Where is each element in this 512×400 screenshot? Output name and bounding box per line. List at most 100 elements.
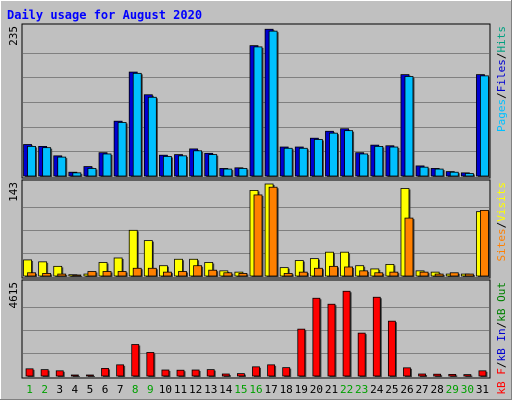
bar-files-day-5	[87, 168, 97, 177]
bar-files-day-25	[389, 146, 399, 177]
series-files	[27, 30, 490, 177]
panel-visits: 143 Sites/Visits	[7, 179, 508, 279]
day-label-16: 16	[249, 383, 262, 396]
bar-sites-day-27	[419, 271, 429, 277]
bar-files-day-31	[480, 75, 489, 177]
series-sites	[27, 186, 490, 277]
bar-kb-f-day-5	[86, 374, 94, 377]
day-label-9: 9	[147, 383, 154, 396]
day-label-17: 17	[264, 383, 277, 396]
day-label-23: 23	[355, 383, 368, 396]
day-label-4: 4	[72, 383, 79, 396]
bar-sites-day-25	[389, 271, 399, 277]
bar-kb-f-day-28	[433, 373, 442, 377]
bar-kb-f-day-22	[342, 290, 351, 377]
bar-files-day-28	[434, 168, 444, 177]
chart-panels: 235Pages/Files/Hits143Sites/Visits4615kB…	[7, 23, 508, 395]
bar-sites-day-20	[313, 267, 323, 277]
day-label-3: 3	[56, 383, 63, 396]
bar-sites-day-5	[87, 271, 97, 277]
bar-shadow	[87, 376, 95, 377]
bar-sites-day-31	[480, 209, 489, 277]
bar-kb-f-day-10	[161, 369, 170, 377]
bar-sites-day-3	[57, 273, 67, 277]
bar-files-day-4	[72, 172, 82, 177]
bar-sites-day-16	[253, 194, 263, 277]
bar-files-day-20	[313, 139, 323, 177]
bar-kb-f-day-27	[418, 373, 426, 377]
bar-kb-f-day-24	[372, 296, 381, 377]
bar-sites-day-17	[268, 186, 278, 277]
day-labels: 1 2 3 4 5 6 7 8 9 10 11 12 13 14 15 16 17 18 19 20 21 22 23 24 2…	[26, 383, 489, 396]
panel-kbytes-ymax-label: 4615	[7, 282, 20, 309]
panel-kbytes: 4615 kB F/kB In/kB Out	[7, 279, 508, 395]
bar-files-day-24	[374, 145, 384, 177]
legend-entry-visits: Visits	[495, 182, 508, 222]
bar-files-day-21	[329, 132, 338, 177]
bar-sites-day-13	[208, 269, 218, 277]
bar-kb-f-day-3	[55, 370, 64, 377]
day-label-29: 29	[446, 383, 459, 396]
legend-entry-files: Files	[495, 59, 508, 92]
legend-entry-sites: Sites	[495, 228, 508, 261]
bar-shadow	[72, 376, 80, 377]
day-label-6: 6	[102, 383, 109, 396]
bar-kb-f-day-11	[176, 369, 185, 377]
chart-title: Daily usage for August 2020	[7, 8, 202, 22]
day-label-7: 7	[117, 383, 124, 396]
bar-kb-f-day-17	[267, 364, 275, 377]
bar-kb-f-day-4	[70, 374, 79, 377]
legend-entry-hits: Hits	[495, 26, 508, 53]
bar-files-day-1	[27, 145, 36, 177]
day-label-27: 27	[415, 383, 428, 396]
day-label-10: 10	[159, 383, 172, 396]
day-label-28: 28	[431, 383, 444, 396]
bar-kb-f-day-8	[131, 344, 140, 377]
bar-kb-f-day-12	[191, 369, 200, 377]
series-kb-f	[25, 290, 488, 377]
legend-separator: /	[495, 53, 508, 60]
bar-kb-f-day-16	[252, 366, 260, 377]
panel-kbytes-plot-area	[21, 279, 491, 379]
bar-files-day-17	[268, 30, 278, 177]
day-label-12: 12	[189, 383, 202, 396]
bar-sites-day-10	[163, 271, 172, 277]
bar-kb-f-day-13	[206, 369, 215, 377]
day-label-2: 2	[41, 383, 48, 396]
bar-files-day-13	[208, 154, 218, 177]
bar-kb-f-day-19	[297, 328, 306, 377]
bar-sites-day-2	[42, 273, 52, 277]
bar-files-day-10	[163, 156, 172, 177]
bar-kb-f-day-31	[478, 370, 487, 377]
bar-files-day-15	[238, 168, 248, 177]
day-label-22: 22	[340, 383, 353, 396]
bar-sites-day-22	[344, 266, 353, 277]
legend-entry-kb-f: kB F	[495, 368, 508, 395]
bar-sites-day-6	[102, 271, 112, 277]
bar-sites-day-14	[223, 272, 233, 277]
day-label-8: 8	[132, 383, 139, 396]
day-label-30: 30	[461, 383, 474, 396]
bar-files-day-9	[147, 96, 157, 177]
bar-sites-day-19	[298, 271, 308, 277]
bar-kb-f-day-7	[116, 364, 125, 377]
bar-kb-f-day-23	[357, 332, 366, 377]
legend-separator: /	[495, 362, 508, 369]
bar-kb-f-day-29	[448, 374, 457, 377]
bar-sites-day-23	[359, 270, 369, 277]
bar-sites-day-24	[374, 272, 384, 277]
panel-visits-ymax-label: 143	[7, 182, 20, 202]
day-label-11: 11	[174, 383, 187, 396]
bar-kb-f-day-25	[387, 320, 396, 377]
bar-files-day-27	[419, 166, 429, 177]
panel-kbytes-legend: kB F/kB In/kB Out	[495, 282, 508, 395]
bar-kb-f-day-30	[463, 374, 472, 377]
bar-sites-day-29	[449, 272, 459, 277]
day-label-1: 1	[26, 383, 33, 396]
legend-entry-pages: Pages	[495, 99, 508, 132]
bar-sites-day-18	[283, 273, 293, 277]
legend-entry-kb-in: kB In	[495, 328, 508, 361]
bar-files-day-29	[449, 171, 459, 177]
